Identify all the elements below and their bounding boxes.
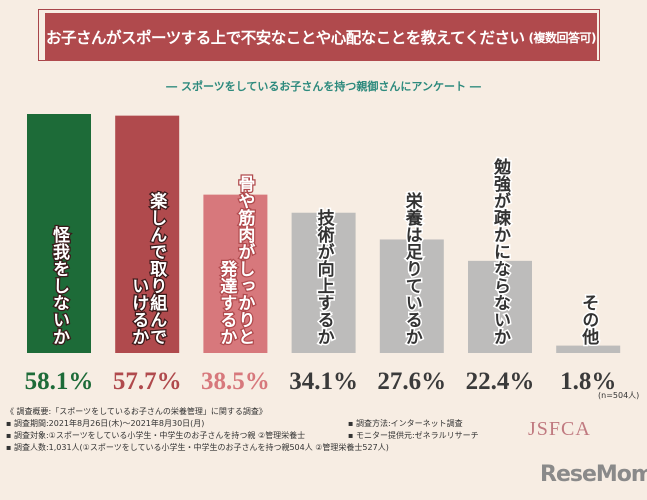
note-line: ▪ モニター提供元:ゼネラルリサーチ [348,431,479,440]
note-line: ▪ 調査人数:1,031人(①スポーツをしている小学生・中学生のお子さんを持つ親… [6,443,389,452]
chart-title: お子さんがスポーツする上で不安なことや心配なことを教えてください (複数回答可) [45,13,597,61]
value-label: 1.8% [560,368,616,395]
note-line: 《 調査概要:「スポーツをしているお子さんの栄養管理」に関する調査》 [6,407,267,416]
value-label: 22.4% [466,368,535,395]
title-text: お子さんがスポーツする上で不安なことや心配なことを教えてください [46,29,525,47]
category-label: その他 [578,294,600,345]
value-label: 57.7% [113,368,182,395]
bar [27,114,91,353]
jsfca-logo: JSFCA [528,418,591,440]
category-label: 技術が向上するか [314,208,336,345]
subtitle: ― スポーツをしているお子さんを持つ親御さんにアンケート ― [166,80,481,93]
category-label: 発達するか [216,259,238,345]
title-note: (複数回答可) [528,30,596,45]
survey-notes-2: ▪ 調査方法:インターネット調査 ▪ モニター提供元:ゼネラルリサーチ [348,418,479,442]
value-label: 58.1% [25,368,94,395]
bar [379,239,444,353]
category-label: 骨や筋肉がしっかりと [234,175,256,345]
category-label: いけるか [128,277,148,345]
sample-size-note: (n=504人) [598,391,640,400]
category-label: 栄養は足りているか [402,191,424,345]
bar [468,260,532,353]
bar [556,345,621,353]
value-label: 34.1% [289,368,358,395]
bar [291,212,356,353]
bar [203,194,268,353]
resemom-logo: ReseMom [540,462,647,487]
note-line: ▪ 調査対象:①スポーツをしている小学生・中学生のお子さんを持つ親 ②管理栄養士 [6,431,306,440]
category-label: 怪我をしないか [49,225,70,345]
note-line: ▪ 調査期間:2021年8月26日(木)～2021年8月30日(月) [6,419,205,428]
category-label: 勉強が疎かにならないか [490,157,512,345]
bar [115,115,180,353]
survey-notes: 《 調査概要:「スポーツをしているお子さんの栄養管理」に関する調査》 ▪ 調査期… [6,406,389,454]
category-label: 楽しんで取り組んで [146,191,167,345]
value-label: 38.5% [201,368,270,395]
note-line: ▪ 調査方法:インターネット調査 [348,419,463,428]
value-label: 27.6% [377,368,446,395]
